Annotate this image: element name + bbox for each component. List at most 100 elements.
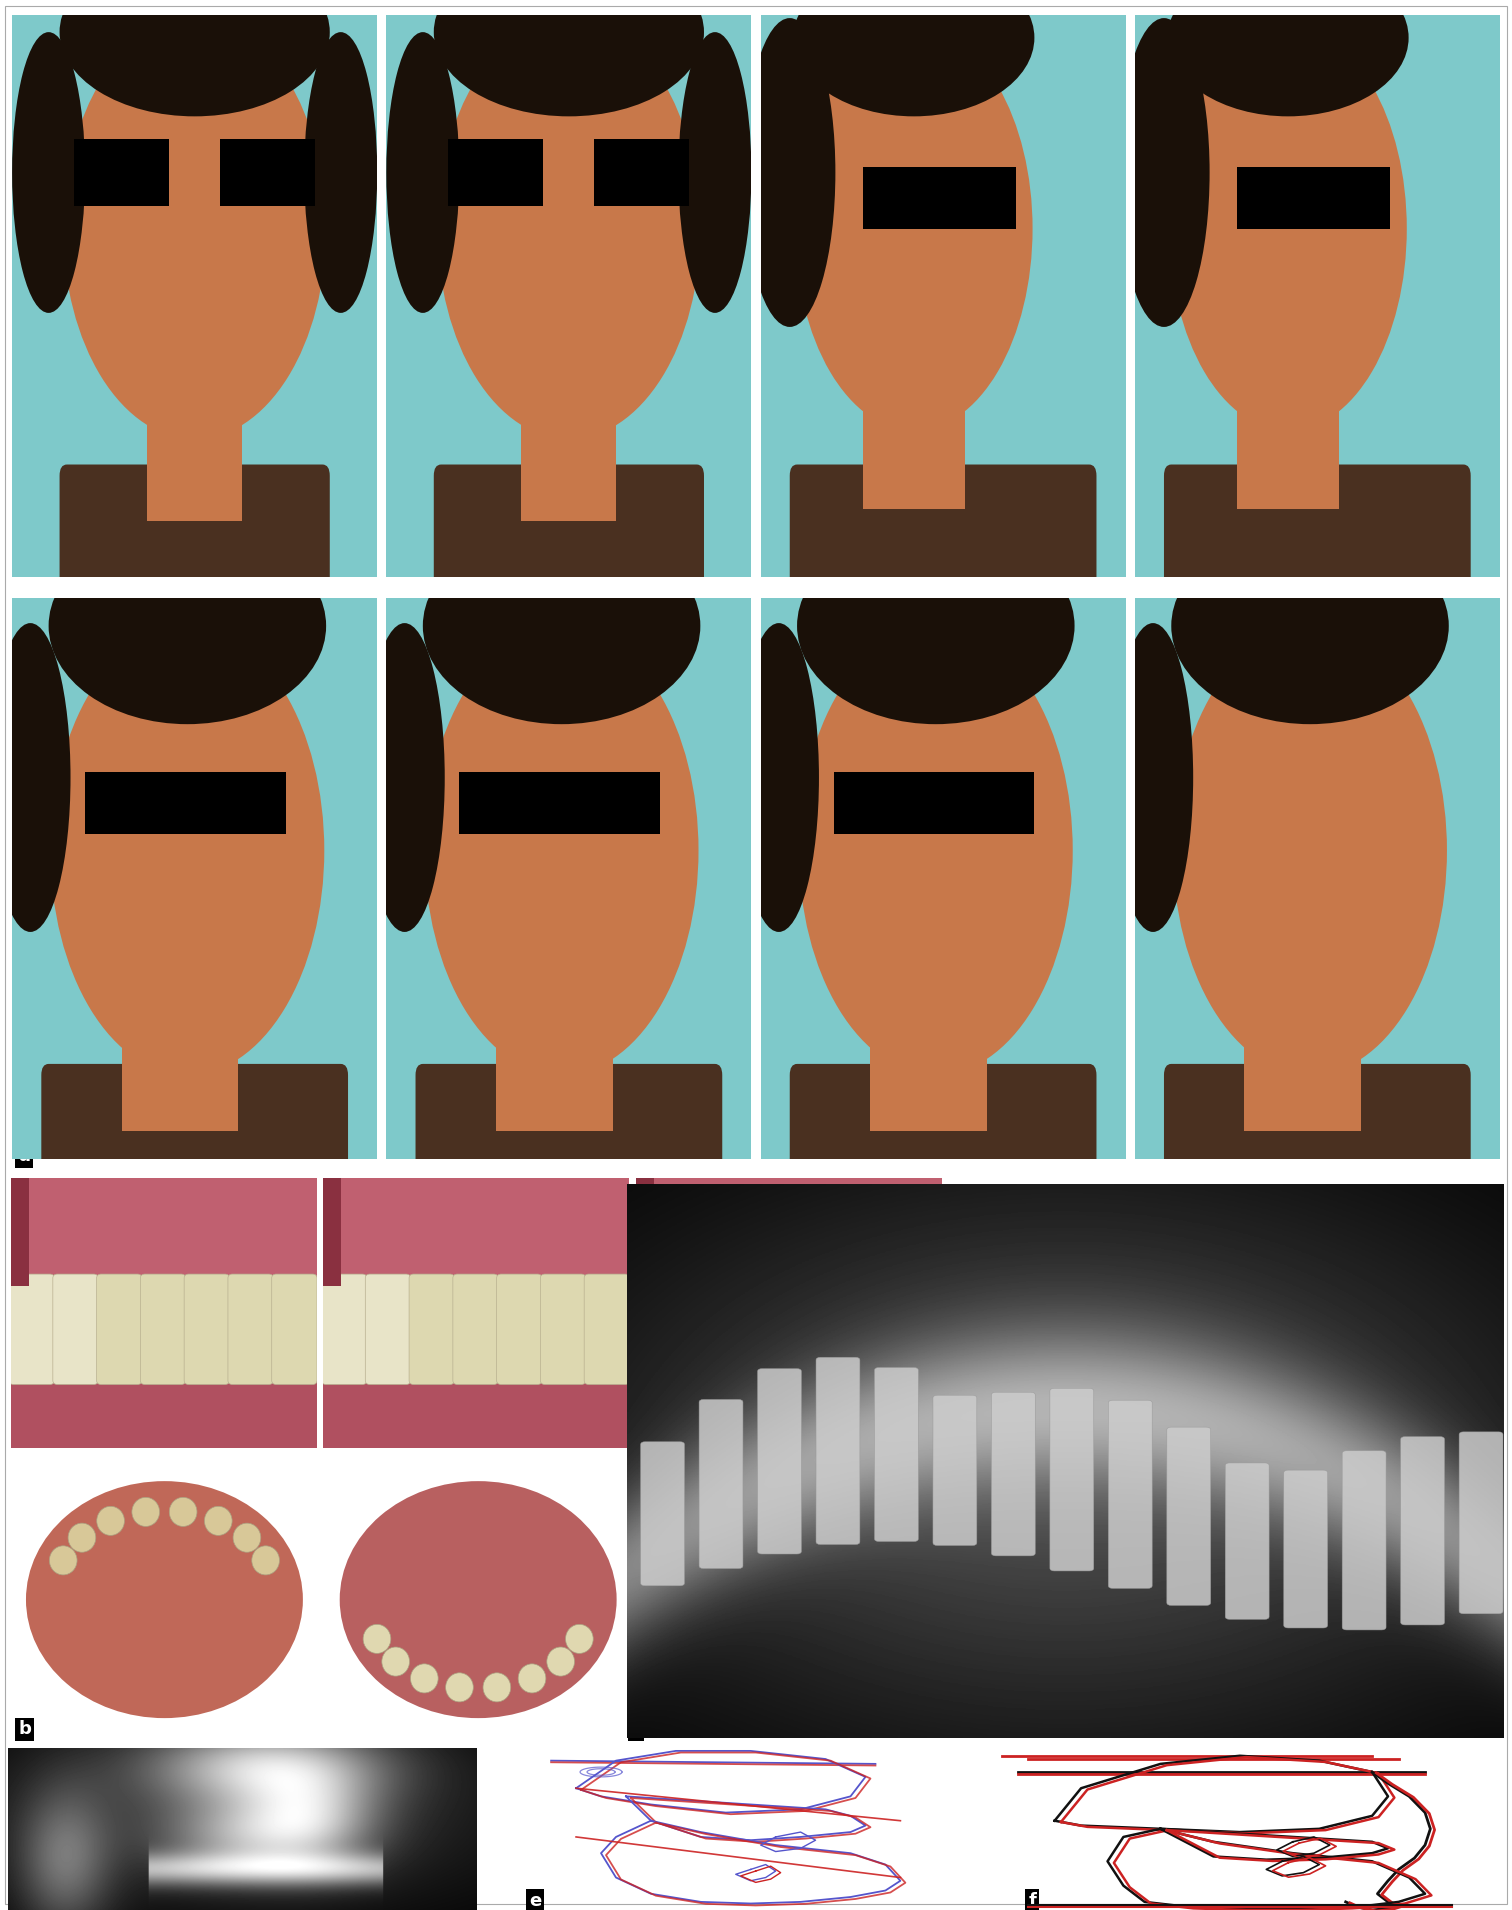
Ellipse shape [50,1545,77,1576]
Ellipse shape [12,32,85,313]
FancyBboxPatch shape [1400,1436,1444,1625]
FancyBboxPatch shape [1164,464,1471,588]
Bar [863,166,1016,229]
FancyBboxPatch shape [53,1274,98,1385]
FancyBboxPatch shape [367,0,770,605]
Bar [85,772,286,833]
FancyBboxPatch shape [97,1274,142,1385]
Ellipse shape [1172,206,1201,273]
Ellipse shape [233,1522,260,1553]
Ellipse shape [739,623,820,932]
Ellipse shape [340,1480,617,1719]
Ellipse shape [50,626,324,1075]
FancyBboxPatch shape [699,1400,742,1568]
Bar [833,772,1034,833]
Bar [324,1178,342,1285]
FancyBboxPatch shape [322,1274,367,1385]
Ellipse shape [797,206,826,273]
FancyBboxPatch shape [1116,0,1512,605]
Ellipse shape [204,1507,233,1536]
FancyBboxPatch shape [874,1368,918,1541]
Text: c: c [631,1721,641,1738]
FancyBboxPatch shape [809,1274,854,1385]
FancyBboxPatch shape [1284,1471,1328,1627]
Bar [1237,166,1391,229]
FancyBboxPatch shape [1225,1463,1269,1620]
FancyBboxPatch shape [897,1274,942,1385]
Ellipse shape [679,32,751,313]
FancyBboxPatch shape [367,0,770,605]
Ellipse shape [519,1664,546,1692]
FancyBboxPatch shape [933,1394,977,1545]
Ellipse shape [1173,626,1447,1075]
Text: f: f [1028,1893,1036,1910]
FancyBboxPatch shape [1108,1400,1152,1589]
FancyBboxPatch shape [1116,0,1512,605]
Bar [11,1178,318,1285]
FancyBboxPatch shape [677,1274,723,1385]
FancyBboxPatch shape [228,1274,274,1385]
Bar [522,351,617,521]
Ellipse shape [547,1646,575,1677]
Ellipse shape [0,623,71,932]
Ellipse shape [169,1497,197,1526]
FancyBboxPatch shape [496,1274,541,1385]
Bar [635,1373,942,1448]
FancyBboxPatch shape [789,464,1096,588]
Bar [147,351,242,521]
Ellipse shape [106,1549,222,1650]
Text: b: b [18,1721,32,1738]
Ellipse shape [253,1545,280,1576]
FancyBboxPatch shape [59,464,330,588]
Ellipse shape [1119,17,1210,327]
FancyBboxPatch shape [41,1064,348,1171]
Ellipse shape [48,527,327,724]
Ellipse shape [420,1549,537,1650]
Ellipse shape [794,0,1034,117]
Ellipse shape [64,17,327,439]
Bar [594,139,689,206]
Ellipse shape [437,17,700,439]
FancyBboxPatch shape [410,1274,455,1385]
Ellipse shape [364,623,445,932]
Bar [221,139,314,206]
Bar [1237,330,1340,510]
Ellipse shape [132,1497,160,1526]
Ellipse shape [797,527,1075,724]
Ellipse shape [387,32,460,313]
Ellipse shape [304,32,376,313]
Bar [324,1373,629,1448]
FancyBboxPatch shape [853,1274,898,1385]
Ellipse shape [68,1522,95,1553]
Bar [11,1178,29,1285]
FancyBboxPatch shape [1167,1427,1211,1606]
Ellipse shape [410,1664,438,1692]
FancyBboxPatch shape [816,1358,860,1545]
Bar [74,139,169,206]
FancyBboxPatch shape [1049,1389,1093,1570]
FancyBboxPatch shape [366,1274,411,1385]
FancyBboxPatch shape [434,464,705,588]
FancyBboxPatch shape [0,569,396,1188]
Ellipse shape [1167,0,1409,117]
Ellipse shape [363,1624,390,1654]
FancyBboxPatch shape [184,1274,230,1385]
FancyBboxPatch shape [0,0,396,605]
Ellipse shape [565,1624,593,1654]
FancyBboxPatch shape [0,0,396,605]
FancyBboxPatch shape [641,1442,685,1585]
Ellipse shape [425,626,699,1075]
FancyBboxPatch shape [758,1369,801,1555]
FancyBboxPatch shape [742,0,1145,605]
Ellipse shape [744,17,836,327]
Ellipse shape [423,527,700,724]
FancyBboxPatch shape [584,1274,629,1385]
FancyBboxPatch shape [9,1274,54,1385]
FancyBboxPatch shape [992,1392,1036,1557]
FancyBboxPatch shape [1343,1452,1387,1629]
Bar [496,991,612,1131]
Ellipse shape [795,27,1033,432]
Ellipse shape [59,0,330,117]
Ellipse shape [1169,27,1406,432]
Bar [863,330,965,510]
